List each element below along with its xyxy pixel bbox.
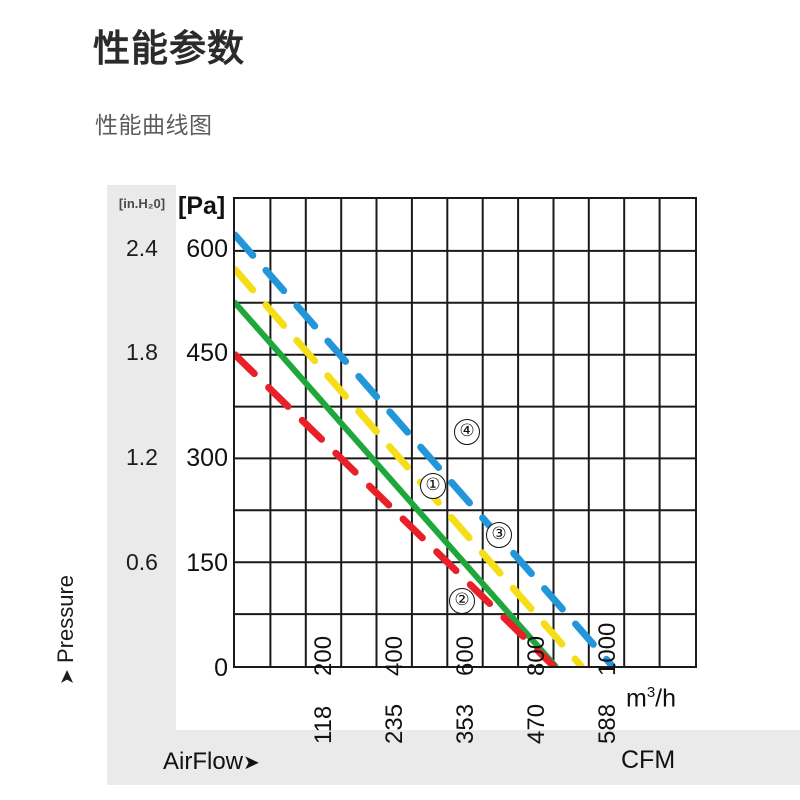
- y-tick-pa-150: 150: [186, 549, 228, 577]
- y-tick-pa-600: 600: [186, 235, 228, 263]
- x-tick-cfm-470: 470: [523, 703, 550, 744]
- page-subtitle: 性能曲线图: [95, 112, 213, 138]
- y-tick-pa-450: 450: [186, 339, 228, 367]
- x-tick-cfm-353: 353: [452, 703, 479, 744]
- curve-series-3-yellow: [235, 266, 585, 666]
- x-tick-cfm-235: 235: [381, 703, 408, 744]
- airflow-arrow-icon: ➤: [243, 752, 260, 774]
- y-axis-unit-pa: [Pa]: [178, 192, 226, 220]
- x-tick-cfm-588: 588: [594, 703, 621, 744]
- callout-series-4: ④: [454, 419, 480, 445]
- x-axis-title: AirFlow➤: [163, 750, 260, 774]
- y-axis-unit-inh2o: [in.H₂0]: [118, 196, 166, 211]
- curve-series-1-red: [235, 351, 557, 666]
- page-title: 性能参数: [93, 28, 245, 69]
- y-tick-pa-0: 0: [214, 654, 228, 682]
- x-tick-m3h-800: 800: [523, 635, 550, 676]
- left-unit-panel: [107, 185, 176, 730]
- y-tick-inh2o-1-2: 1.2: [126, 444, 158, 470]
- plot-area: ④ ① ③ ②: [233, 197, 697, 668]
- pressure-arrow-icon: ➤: [57, 669, 78, 686]
- y-axis-title-text: Pressure: [53, 574, 78, 663]
- y-tick-pa-300: 300: [186, 444, 228, 472]
- callout-series-2: ②: [449, 588, 475, 614]
- x-axis-title-text: AirFlow: [163, 748, 244, 775]
- curve-series-2-green: [235, 299, 559, 666]
- callout-series-3: ③: [486, 522, 512, 548]
- x-tick-m3h-1000: 1000: [594, 622, 621, 676]
- y-tick-inh2o-0-6: 0.6: [126, 549, 158, 575]
- bottom-cfm-panel: [107, 730, 800, 785]
- y-tick-inh2o-2-4: 2.4: [126, 235, 158, 261]
- x-tick-m3h-600: 600: [452, 635, 479, 676]
- x-tick-m3h-400: 400: [381, 635, 408, 676]
- x-tick-cfm-118: 118: [310, 705, 337, 744]
- performance-curves: [235, 231, 616, 666]
- y-tick-inh2o-1-8: 1.8: [126, 339, 158, 365]
- x-axis-unit-m3h: m3/h: [626, 684, 677, 713]
- x-tick-m3h-200: 200: [310, 635, 337, 676]
- x-axis-unit-cfm: CFM: [621, 746, 676, 774]
- y-axis-title: ➤ Pressure: [53, 540, 79, 720]
- curve-series-4-blue: [235, 231, 616, 666]
- callout-series-1: ①: [420, 473, 446, 499]
